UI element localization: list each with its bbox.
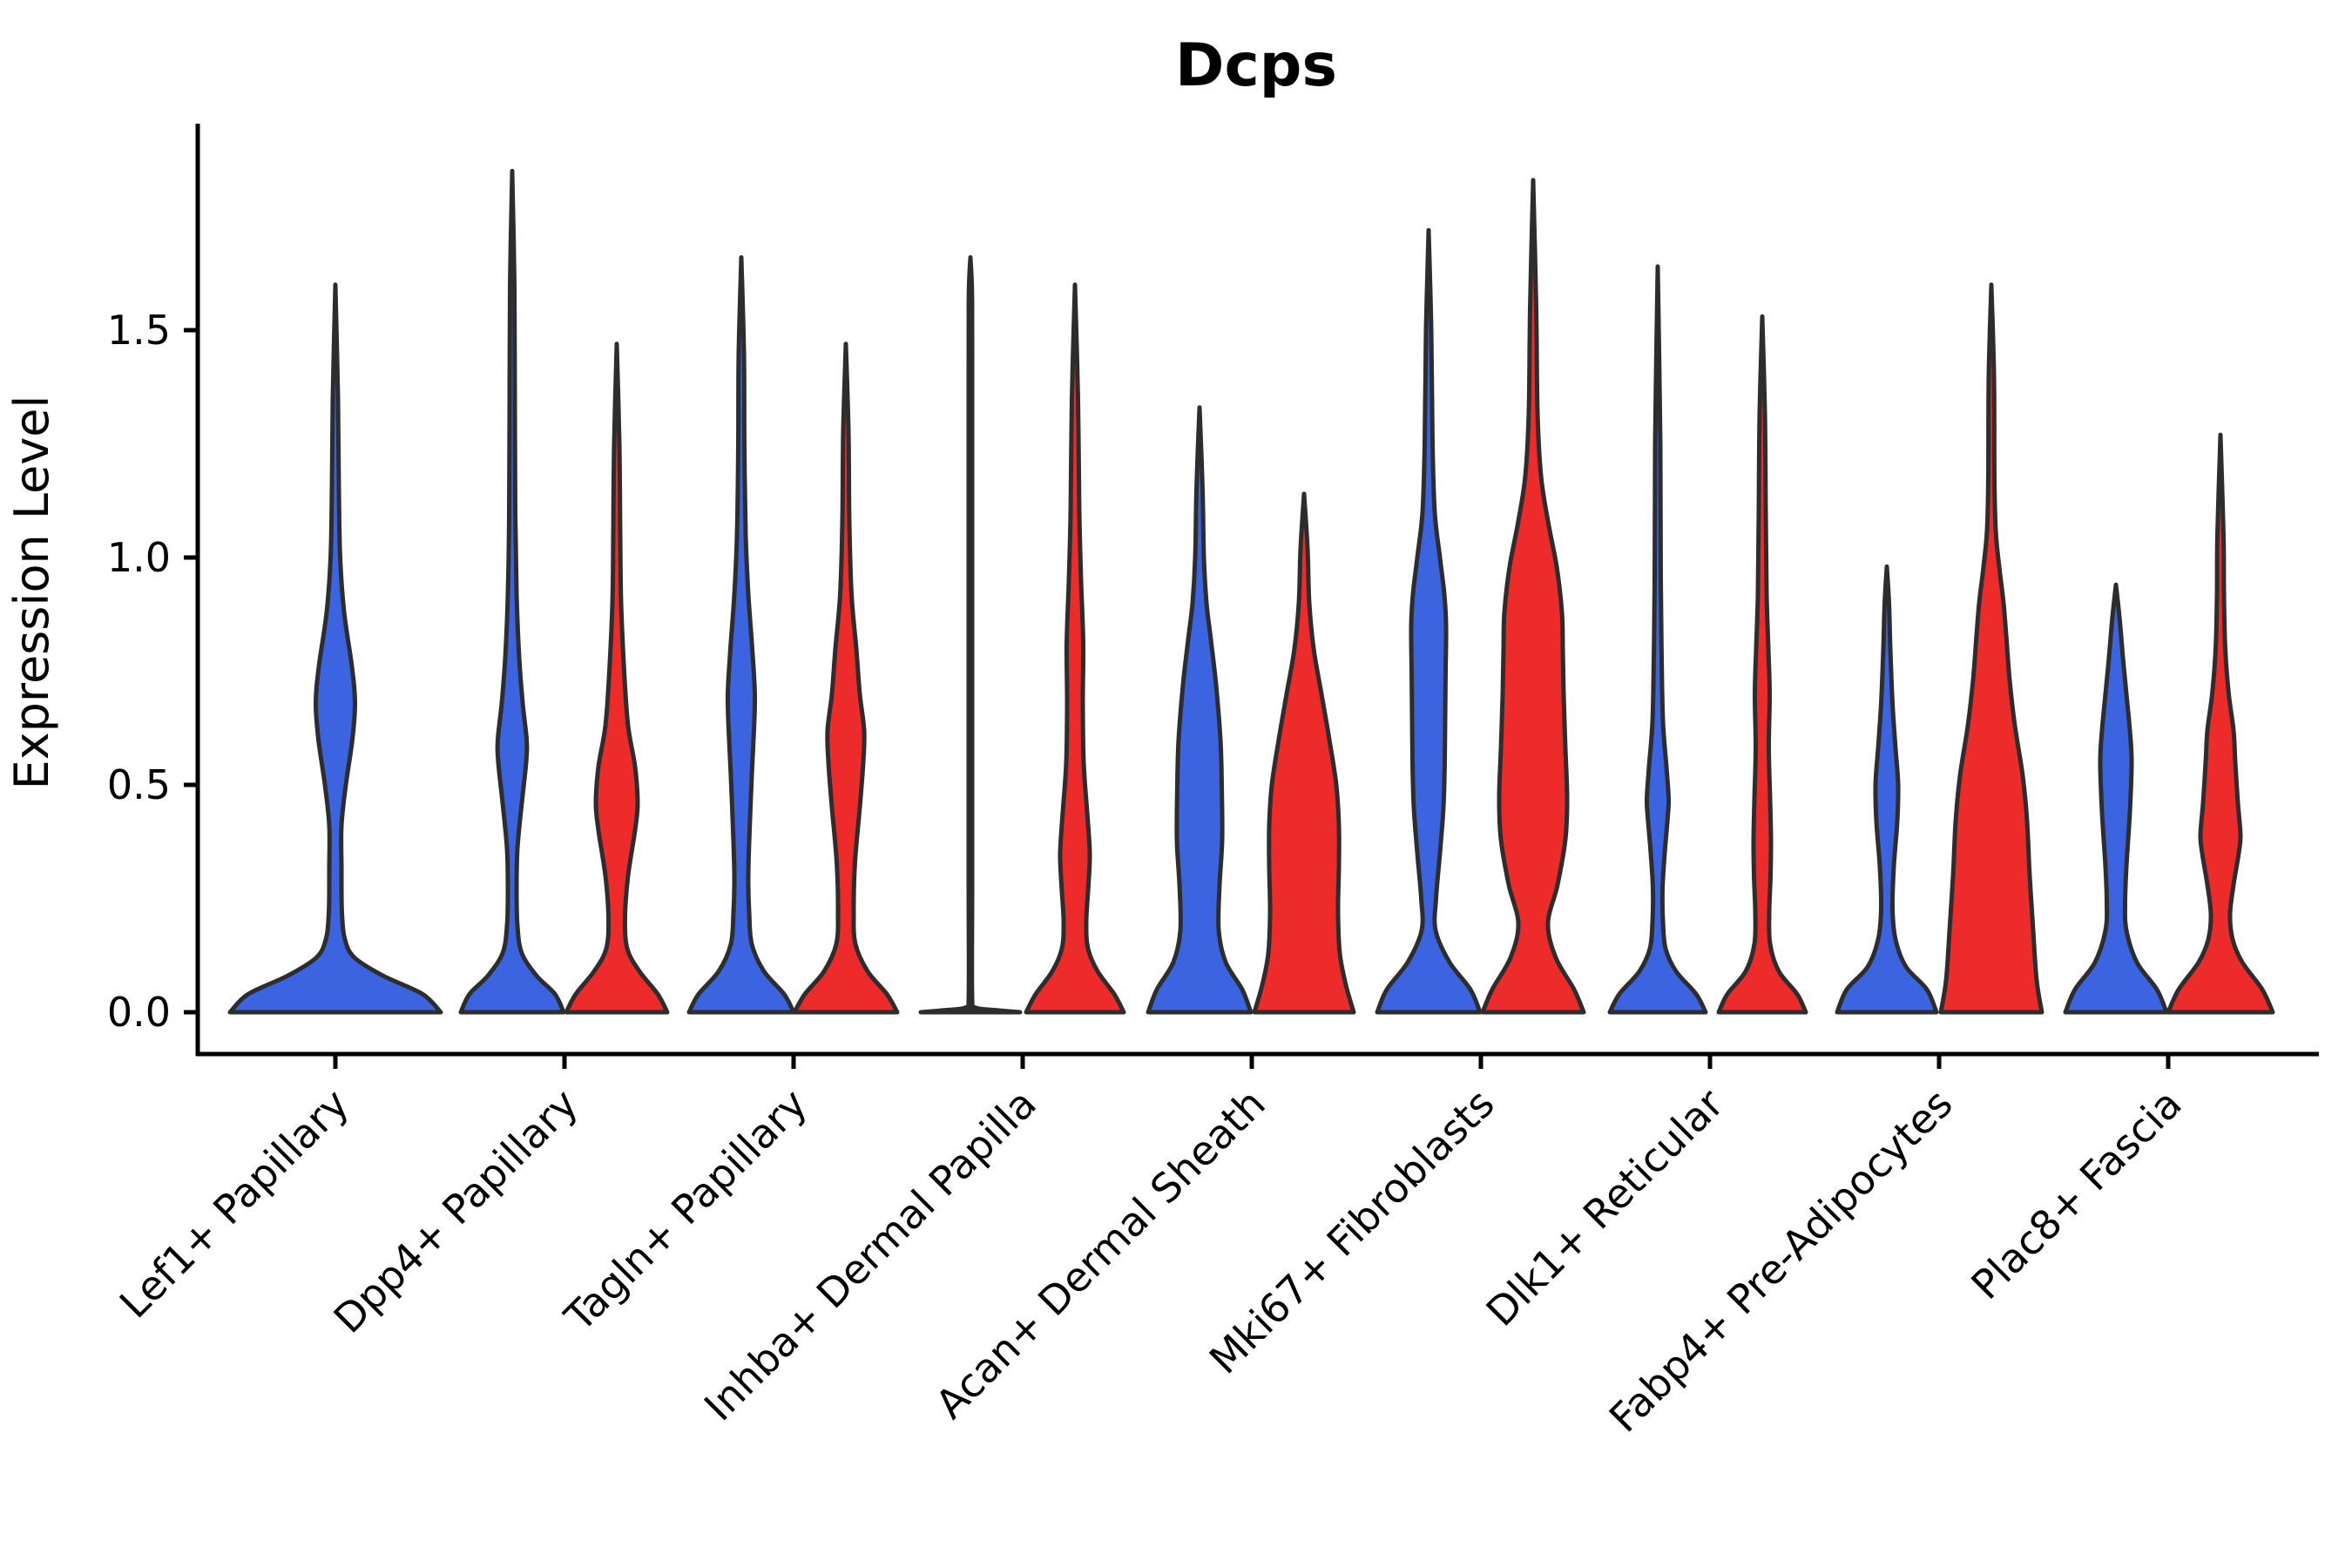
violin-9-red	[2166, 432, 2275, 1015]
x-tick-label: Dlk1+ Reticular	[1477, 1080, 1733, 1335]
violin-3-red	[792, 341, 900, 1015]
violin-9-blue	[2063, 582, 2169, 1015]
violin-6-blue	[1375, 227, 1483, 1015]
y-tick-label: 1.5	[107, 307, 171, 354]
violin-2-red	[564, 341, 670, 1015]
y-axis-label: Expression Level	[4, 395, 59, 790]
violin-8-red	[1938, 282, 2044, 1015]
violin-5-blue	[1146, 405, 1254, 1015]
violin-4-red	[1024, 282, 1126, 1015]
x-tick-label: Dpp4+ Papillary	[325, 1080, 587, 1342]
x-tick-label: Plac8+ Fascia	[1962, 1080, 2190, 1308]
violin-1-blue	[227, 282, 443, 1015]
violin-2-blue	[458, 168, 566, 1015]
y-tick-label: 0.5	[107, 761, 171, 808]
chart-title: Dcps	[1175, 31, 1337, 100]
violin-7-red	[1716, 314, 1808, 1015]
y-tick-label: 0.0	[107, 989, 171, 1036]
violin-8-blue	[1835, 564, 1939, 1015]
y-tick-label: 1.0	[107, 534, 171, 581]
violin-4-blue	[918, 255, 1023, 1015]
violin-7-blue	[1607, 264, 1708, 1015]
violin-3-blue	[686, 255, 796, 1015]
violin-6-red	[1480, 178, 1586, 1015]
violin-5-red	[1252, 491, 1356, 1015]
x-tick-label: Lef1+ Papillary	[111, 1080, 358, 1328]
x-tick-label: Tagln+ Papillary	[555, 1080, 816, 1342]
